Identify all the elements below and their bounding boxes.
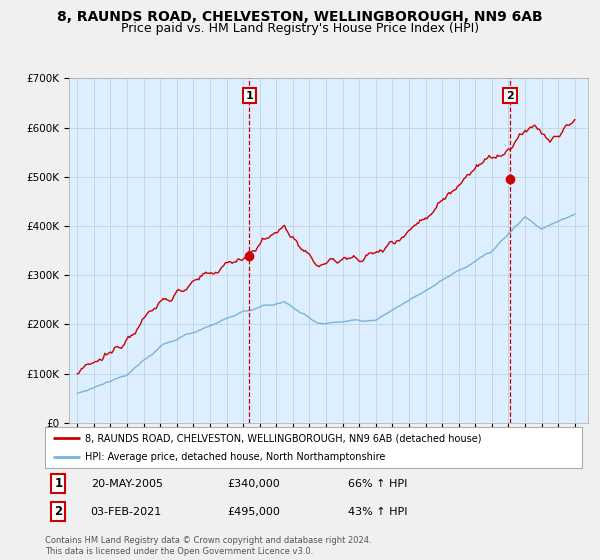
Text: Price paid vs. HM Land Registry's House Price Index (HPI): Price paid vs. HM Land Registry's House … [121, 22, 479, 35]
Text: 1: 1 [55, 478, 62, 491]
Text: 43% ↑ HPI: 43% ↑ HPI [349, 507, 408, 516]
Text: 20-MAY-2005: 20-MAY-2005 [91, 479, 163, 489]
Text: 2: 2 [55, 505, 62, 518]
Text: 8, RAUNDS ROAD, CHELVESTON, WELLINGBOROUGH, NN9 6AB: 8, RAUNDS ROAD, CHELVESTON, WELLINGBOROU… [57, 10, 543, 24]
Text: 66% ↑ HPI: 66% ↑ HPI [349, 479, 408, 489]
Text: 8, RAUNDS ROAD, CHELVESTON, WELLINGBOROUGH, NN9 6AB (detached house): 8, RAUNDS ROAD, CHELVESTON, WELLINGBOROU… [85, 433, 482, 443]
Text: Contains HM Land Registry data © Crown copyright and database right 2024.
This d: Contains HM Land Registry data © Crown c… [45, 536, 371, 556]
Text: £495,000: £495,000 [227, 507, 280, 516]
Text: £340,000: £340,000 [227, 479, 280, 489]
Text: 1: 1 [245, 91, 253, 101]
Text: HPI: Average price, detached house, North Northamptonshire: HPI: Average price, detached house, Nort… [85, 452, 386, 463]
Text: 2: 2 [506, 91, 514, 101]
Text: 03-FEB-2021: 03-FEB-2021 [91, 507, 162, 516]
